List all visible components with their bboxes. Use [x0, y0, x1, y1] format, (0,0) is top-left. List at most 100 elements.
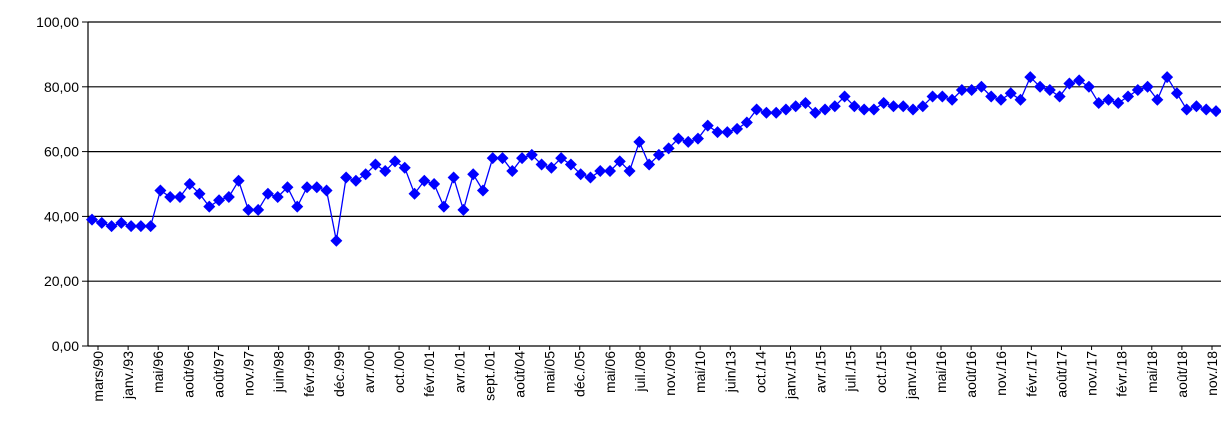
data-point-marker	[301, 181, 314, 194]
y-tick-label: 0,00	[52, 338, 79, 354]
data-point-marker	[476, 184, 489, 197]
x-tick-label: juil./15	[843, 351, 859, 393]
data-point-marker	[662, 142, 675, 155]
data-point-marker	[1122, 90, 1135, 103]
data-point-marker	[1063, 77, 1076, 90]
data-point-marker	[437, 200, 450, 213]
x-tick-label: juil./08	[632, 351, 648, 393]
data-point-marker	[1043, 84, 1056, 97]
data-point-marker	[887, 100, 900, 113]
gridlines	[88, 21, 1221, 282]
data-point-marker	[115, 216, 128, 229]
data-point-marker	[926, 90, 939, 103]
data-point-marker	[555, 152, 568, 165]
x-tick-label: mai/10	[692, 351, 708, 393]
data-point-marker	[320, 184, 333, 197]
x-tick-label: août/96	[180, 351, 196, 398]
data-point-marker	[701, 119, 714, 132]
data-point-marker	[858, 103, 871, 116]
data-point-marker	[731, 122, 744, 135]
x-tick-label: mai/05	[542, 351, 558, 393]
data-point-marker	[848, 100, 861, 113]
x-tick-label: janv./93	[120, 351, 136, 400]
data-point-marker	[408, 187, 421, 200]
data-point-marker	[232, 174, 245, 187]
x-tick-label: oct./15	[873, 351, 889, 393]
data-point-marker	[398, 161, 411, 174]
data-point-marker	[740, 116, 753, 129]
data-point-marker	[134, 220, 147, 233]
data-point-marker	[711, 126, 724, 139]
data-series	[86, 71, 1221, 247]
data-point-marker	[633, 135, 646, 148]
data-point-marker	[525, 148, 538, 161]
data-point-marker	[955, 84, 968, 97]
x-tick-label: févr./99	[301, 351, 317, 397]
x-tick-label: févr./01	[421, 351, 437, 397]
data-point-marker	[291, 200, 304, 213]
data-point-marker	[379, 165, 392, 178]
data-point-marker	[173, 190, 186, 203]
data-point-marker	[985, 90, 998, 103]
y-tick-label: 80,00	[44, 79, 79, 95]
data-point-marker	[1151, 93, 1164, 106]
x-tick-label: mai/16	[933, 351, 949, 393]
y-tick-label: 100,00	[36, 14, 79, 30]
data-point-marker	[388, 155, 401, 168]
x-tick-label: janv./15	[782, 351, 798, 400]
data-point-marker	[965, 84, 978, 97]
data-point-marker	[183, 178, 196, 190]
data-point-marker	[545, 161, 558, 174]
data-point-marker	[721, 126, 734, 139]
data-point-marker	[261, 187, 274, 200]
x-tick-label: mai/96	[150, 351, 166, 393]
x-tick-label: nov./09	[662, 351, 678, 396]
data-point-marker	[125, 220, 138, 233]
data-point-marker	[779, 103, 792, 116]
data-point-marker	[428, 178, 441, 190]
data-point-marker	[330, 234, 343, 247]
data-point-marker	[946, 93, 959, 106]
x-tick-label: nov./17	[1084, 351, 1100, 396]
data-point-marker	[838, 90, 851, 103]
data-point-marker	[193, 187, 206, 200]
data-point-marker	[1141, 80, 1154, 93]
data-point-marker	[604, 165, 617, 178]
data-point-marker	[877, 97, 890, 109]
data-point-marker	[242, 203, 255, 216]
y-tick-label: 40,00	[44, 208, 79, 224]
data-point-marker	[643, 158, 656, 171]
x-tick-label: août/17	[1053, 351, 1069, 398]
data-point-marker	[340, 171, 353, 184]
data-point-marker	[222, 190, 235, 203]
data-point-marker	[349, 174, 362, 187]
data-point-marker	[613, 155, 626, 168]
x-tick-label: déc./05	[572, 351, 588, 397]
data-point-marker	[867, 103, 880, 116]
data-point-marker	[359, 168, 372, 181]
data-point-marker	[936, 90, 949, 103]
x-tick-label: août/16	[963, 351, 979, 398]
data-point-marker	[1210, 105, 1221, 118]
data-point-marker	[1161, 71, 1174, 84]
data-point-marker	[809, 106, 822, 119]
data-point-marker	[105, 220, 118, 233]
data-point-marker	[594, 165, 607, 178]
x-tick-label: mars/90	[90, 351, 106, 402]
data-point-marker	[535, 158, 548, 171]
data-point-marker	[86, 213, 98, 226]
data-point-marker	[584, 171, 597, 184]
data-point-marker	[486, 152, 499, 165]
data-point-marker	[310, 181, 323, 194]
data-point-marker	[1034, 80, 1047, 93]
data-point-marker	[1092, 97, 1105, 109]
x-tick-label: avr./01	[451, 351, 467, 393]
y-tick-label: 60,00	[44, 144, 79, 160]
data-point-marker	[691, 132, 704, 145]
data-point-marker	[682, 135, 695, 148]
data-point-marker	[496, 152, 509, 165]
data-point-marker	[418, 174, 431, 187]
data-point-marker	[95, 216, 108, 229]
x-tick-label: mai/06	[602, 351, 618, 393]
